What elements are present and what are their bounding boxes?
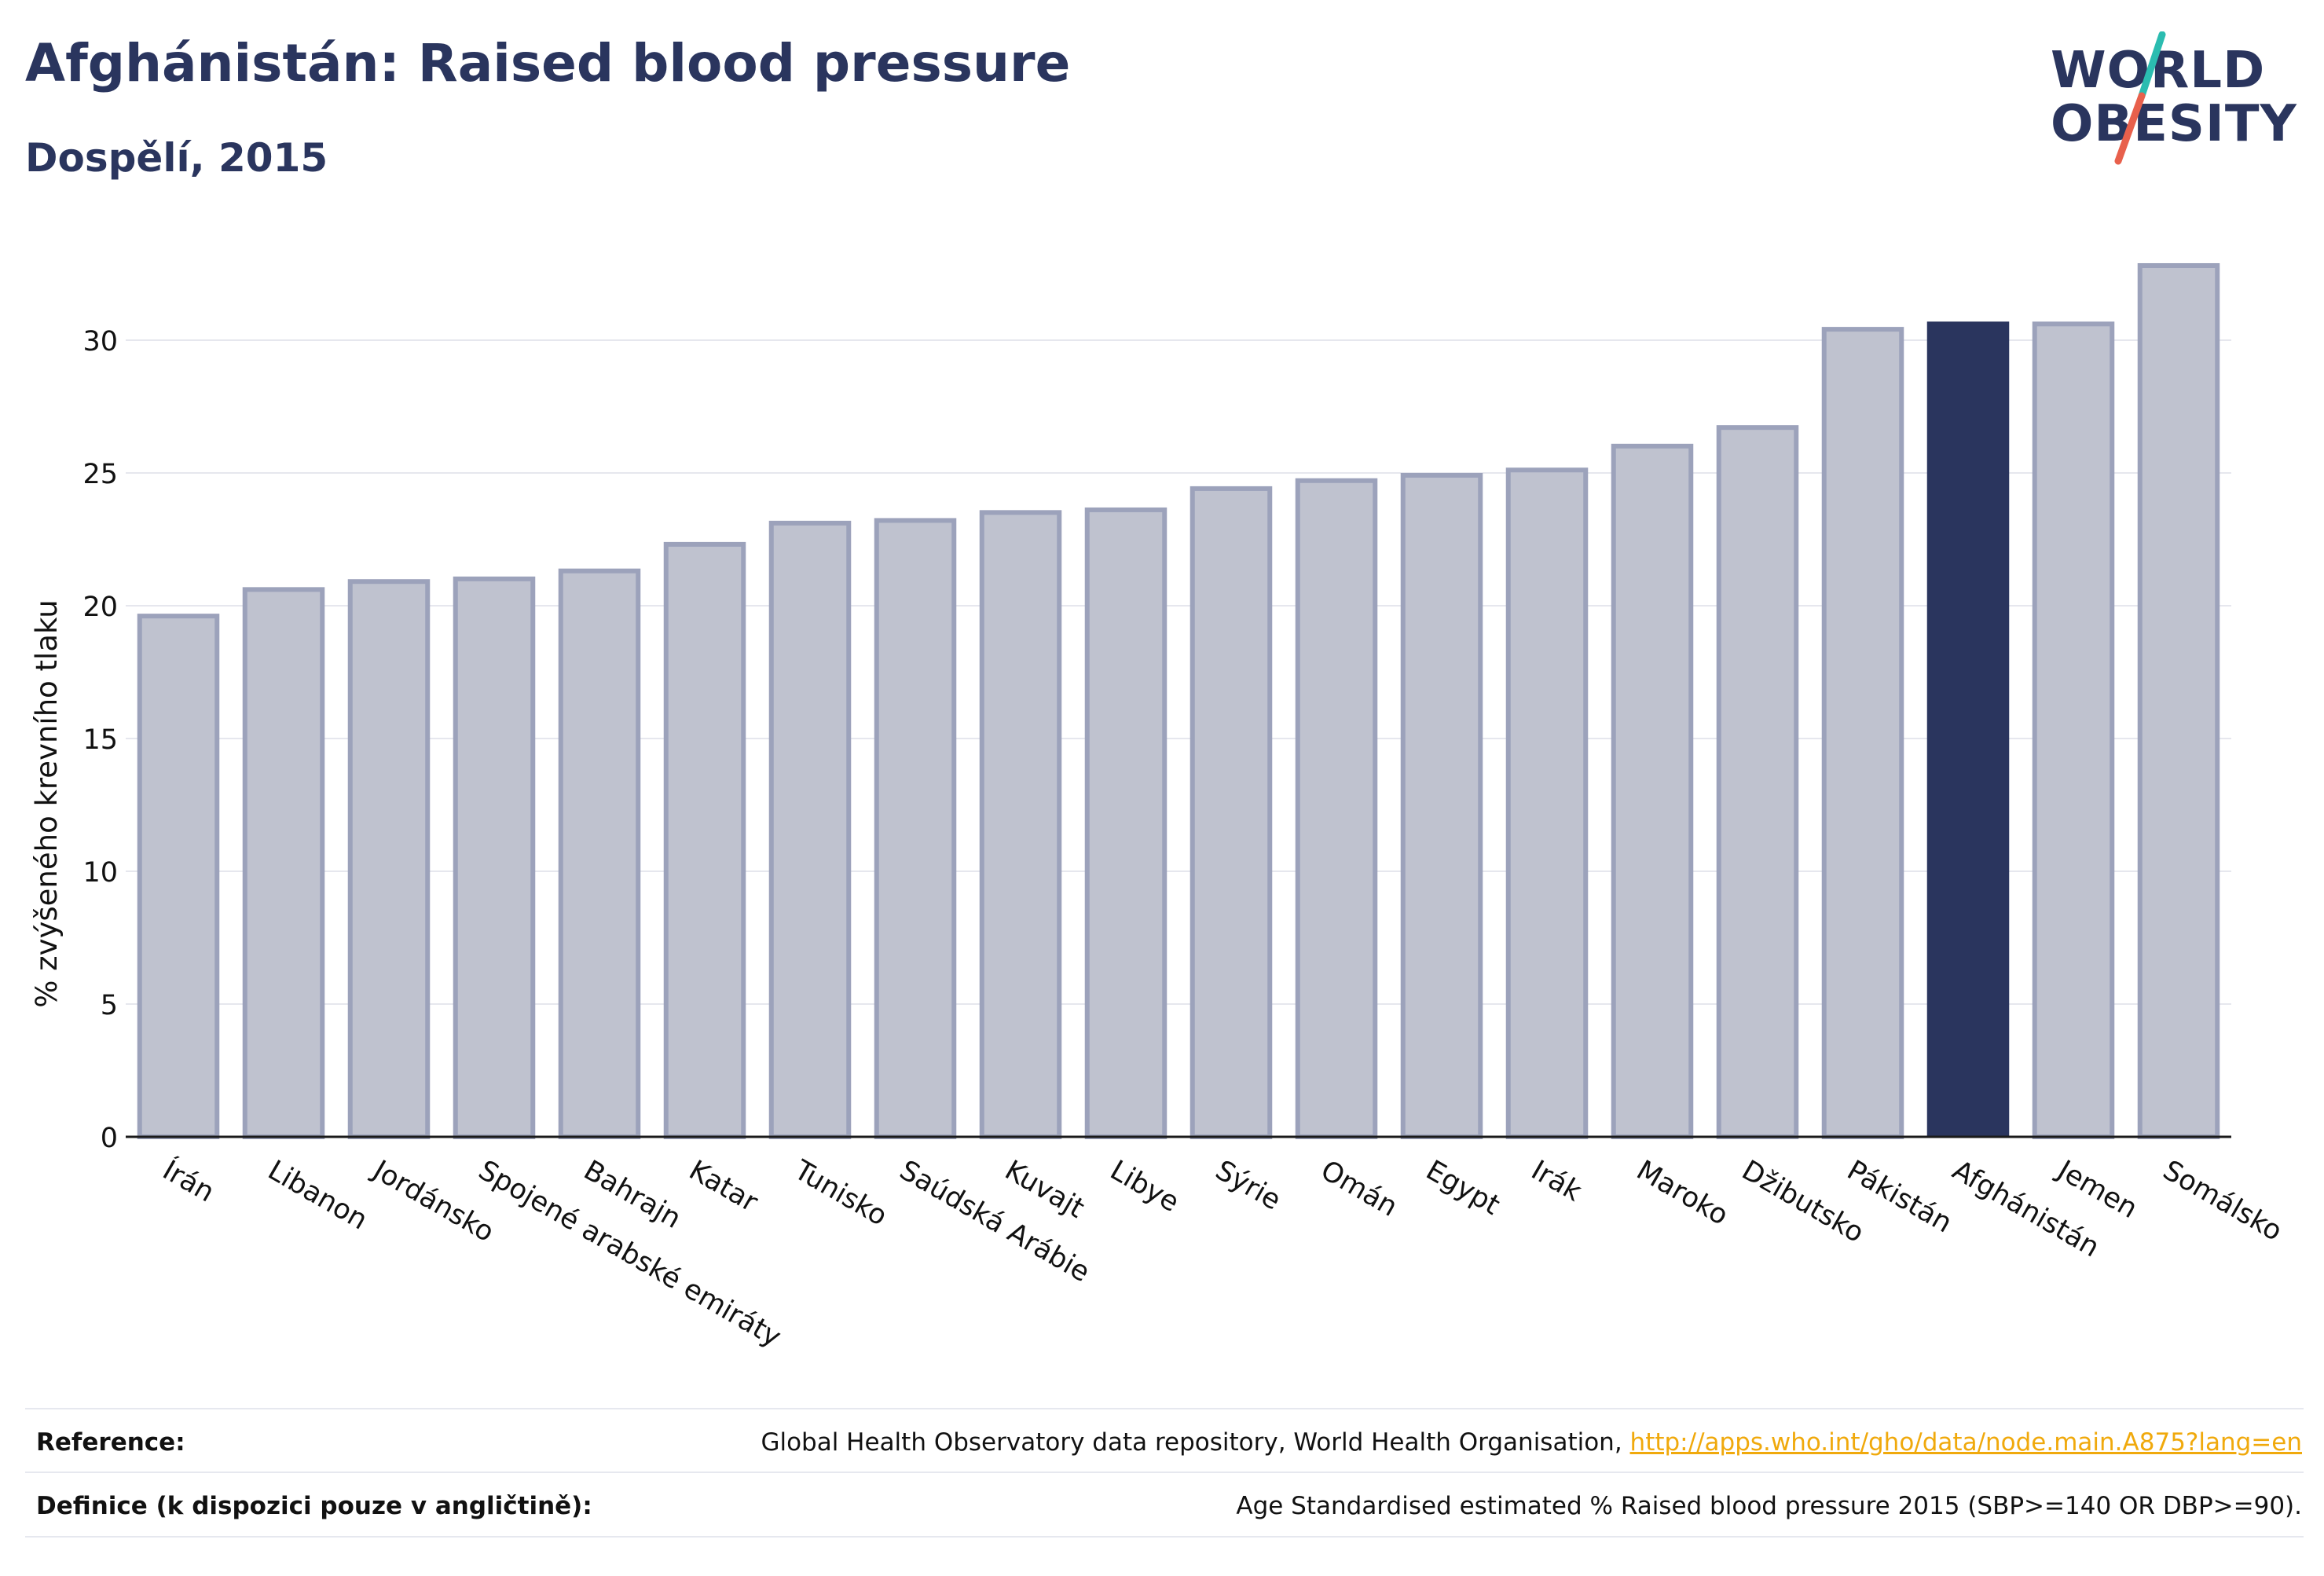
bar-17 (1926, 321, 2010, 1138)
bar-15 (1716, 425, 1799, 1139)
bar-6 (768, 520, 852, 1139)
reference-label: Reference: (36, 1428, 185, 1457)
reference-link[interactable]: http://apps.who.int/gho/data/node.main.A… (1629, 1428, 2302, 1457)
grid-lines (126, 339, 2231, 1005)
x-tick-label: Irák (1526, 1155, 1587, 1208)
x-tick-label: Sýrie (1210, 1155, 1286, 1217)
definition-text: Age Standardised estimated % Raised bloo… (1236, 1492, 2302, 1520)
bar-4 (558, 568, 641, 1139)
bar-10 (1189, 486, 1273, 1139)
logo-slash-icon (2114, 31, 2166, 165)
page-subtitle: Dospělí, 2015 (25, 135, 328, 181)
bar-16 (1821, 327, 1904, 1140)
x-tick-label: Katar (684, 1155, 763, 1219)
bar-18 (2032, 321, 2115, 1140)
y-tick-label: 5 (101, 990, 118, 1021)
logo-line-2: OBESITY (2051, 95, 2297, 153)
x-tick-label: Libanon (262, 1155, 372, 1237)
reference-value: Global Health Observatory data repositor… (761, 1428, 2302, 1457)
bar-11 (1295, 478, 1378, 1139)
bar-0 (137, 614, 220, 1139)
x-tick-label: Írán (157, 1153, 220, 1209)
y-tick-label: 0 (101, 1123, 118, 1154)
bar-12 (1400, 473, 1483, 1139)
x-tick-label: Tunisko (788, 1154, 892, 1233)
y-tick-label: 10 (82, 857, 118, 889)
x-tick-label: Maroko (1631, 1155, 1733, 1232)
bar-19 (2137, 262, 2220, 1140)
footer-definition-row: Definice (k dispozici pouze v angličtině… (25, 1472, 2304, 1536)
bar-3 (453, 576, 536, 1139)
x-tick-label: Jordánsko (366, 1154, 499, 1249)
y-tick-label: 15 (82, 724, 118, 756)
bars (137, 262, 2220, 1140)
y-tick-label: 20 (82, 592, 118, 623)
x-tick-label: Libye (1105, 1155, 1184, 1219)
x-tick-label: Egypt (1420, 1155, 1505, 1222)
footer-reference-row: Reference: Global Health Observatory dat… (25, 1408, 2304, 1472)
bar-1 (242, 587, 325, 1139)
definition-label: Definice (k dispozici pouze v angličtině… (36, 1492, 592, 1520)
bar-2 (347, 579, 431, 1139)
y-axis-label: % zvýšeného krevního tlaku (30, 599, 64, 1008)
x-tick-label: Somálsko (2157, 1155, 2287, 1248)
page-title: Afghánistán: Raised blood pressure (25, 33, 1071, 93)
bar-8 (979, 510, 1062, 1139)
y-tick-label: 30 (82, 326, 118, 357)
world-obesity-logo: WORLD OBESITY (2051, 31, 2302, 165)
bar-13 (1505, 467, 1589, 1139)
x-tick-label: Omán (1315, 1155, 1402, 1223)
bar-5 (663, 541, 746, 1139)
x-tick-label: Saúdská Arábie (894, 1155, 1094, 1289)
reference-text: Global Health Observatory data repositor… (761, 1428, 1630, 1457)
footer-divider (25, 1536, 2304, 1538)
bar-9 (1084, 507, 1167, 1139)
bar-14 (1611, 443, 1694, 1139)
bar-7 (874, 518, 957, 1139)
y-tick-label: 25 (82, 459, 118, 490)
